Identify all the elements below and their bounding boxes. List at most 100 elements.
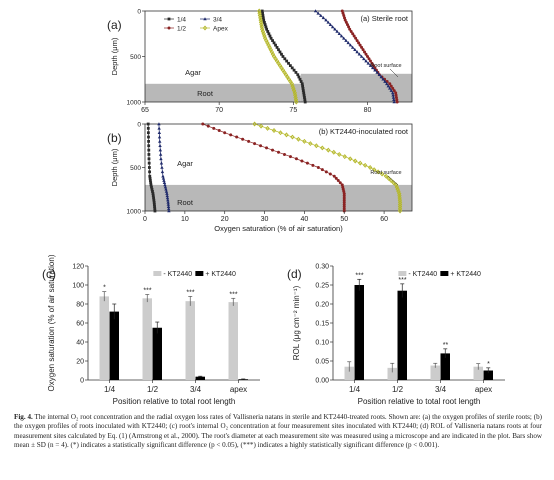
x-tick-label-b-50: 50: [340, 216, 348, 223]
x-tick-label-c-0: 1/4: [104, 385, 116, 394]
data-point-a-Apex-6: [259, 22, 264, 28]
data-point-a-1/4-28: [296, 73, 300, 77]
y-tick-label-d-0: 0.00: [315, 378, 329, 385]
data-point-a-3/4-25: [370, 66, 375, 70]
bar-c-0-3: [228, 302, 238, 380]
data-point-b-3/4-22: [165, 196, 170, 200]
data-point-b-3/4-20: [165, 191, 169, 195]
bar-c-0-2: [185, 301, 195, 380]
y-tick-label-b-1000: 1000: [127, 209, 142, 216]
data-point-a-3/4-1: [316, 11, 320, 15]
data-point-b-1/4-5: [147, 144, 151, 148]
data-point-a-Apex-3: [258, 15, 263, 21]
caption-text: The internal O₂ root concentration and t…: [14, 413, 542, 449]
data-point-b-3/4-18: [164, 187, 168, 191]
data-point-b-Apex-8: [302, 138, 307, 144]
data-point-a-3/4-17: [353, 47, 357, 51]
data-point-b-1/4-12: [148, 174, 152, 178]
data-point-b-Apex-40: [397, 208, 403, 214]
data-point-a-1/2-15: [358, 43, 362, 47]
data-point-b-3/4-14: [162, 178, 166, 182]
data-point-b-1/4-13: [148, 176, 152, 180]
panel-label-c: (c): [42, 267, 56, 281]
data-point-a-1/2-35: [392, 89, 396, 93]
data-point-b-1/4-26: [153, 205, 156, 209]
significance-c-3: ***: [229, 291, 237, 298]
y-tick-label-c-1: 20: [76, 359, 84, 366]
data-point-b-Apex-3: [271, 128, 277, 134]
data-point-b-3/4-19: [164, 189, 169, 193]
data-point-b-3/4-1: [157, 126, 161, 130]
data-point-b-3/4-28: [167, 209, 171, 213]
data-point-a-1/2-8: [348, 27, 352, 31]
data-point-a-1/4-7: [264, 25, 268, 29]
data-point-a-1/2-17: [361, 48, 365, 52]
data-point-b-1/4-7: [147, 153, 151, 156]
data-point-b-3/4-7: [158, 152, 163, 156]
y-tick-label-c-2: 40: [76, 340, 84, 347]
y-axis-label-a: Depth (μm): [110, 37, 119, 75]
data-point-b-1/2-36: [342, 200, 346, 204]
data-point-b-3/4-3: [157, 135, 162, 139]
data-point-a-1/2-2: [342, 14, 346, 18]
data-point-a-3/4-37: [391, 93, 395, 97]
data-point-b-1/4-20: [151, 192, 155, 195]
significance-d-0: ***: [355, 272, 363, 279]
x-tick-label-a-65: 65: [141, 107, 149, 114]
data-point-b-3/4-15: [162, 180, 167, 185]
y-tick-label-c-6: 120: [72, 264, 84, 271]
data-point-a-3/4-15: [348, 43, 353, 47]
data-point-a-Apex-38: [293, 94, 298, 100]
x-axis-label-b: Oxygen saturation (% of air saturation): [214, 224, 343, 233]
data-point-a-Apex-2: [257, 13, 263, 19]
legend-label-d-0: - KT2440: [408, 271, 437, 278]
data-point-b-1/2-12: [271, 148, 275, 152]
y-tick-label-b-500: 500: [130, 165, 141, 172]
legend-label-a-2: 1/2: [177, 26, 186, 33]
data-point-b-1/2-18: [305, 161, 309, 165]
data-point-b-1/4-0: [146, 122, 150, 126]
data-point-b-3/4-23: [166, 198, 170, 202]
data-point-a-1/4-21: [283, 57, 287, 61]
data-point-b-1/2-17: [300, 159, 304, 163]
y-tick-label-d-1: 0.05: [315, 359, 329, 366]
data-point-a-1/2-37: [394, 93, 398, 97]
data-point-b-1/2-6: [235, 135, 239, 139]
data-point-b-1/4-22: [152, 196, 155, 200]
data-point-b-1/2-22: [324, 170, 328, 174]
bar-d-0-3: [473, 366, 483, 380]
annotation-agar-b: Agar: [177, 159, 193, 168]
data-point-a-3/4-39: [392, 97, 396, 102]
y-tick-label-a-0: 0: [137, 9, 141, 16]
data-point-b-1/2-5: [229, 133, 233, 137]
data-point-a-Apex-7: [259, 24, 265, 30]
data-point-b-1/4-16: [149, 183, 153, 187]
data-point-b-3/4-9: [159, 161, 164, 165]
root-zone-b-0: [145, 184, 412, 211]
data-point-a-Apex-5: [258, 19, 264, 25]
data-point-b-1/4-10: [147, 166, 151, 169]
data-point-b-1/4-18: [150, 187, 154, 191]
data-point-b-Apex-10: [314, 143, 319, 149]
data-point-b-1/4-14: [148, 179, 152, 182]
y-tick-label-d-6: 0.30: [315, 264, 329, 271]
bar-c-1-3: [238, 379, 248, 380]
caption-label: Fig. 4.: [14, 413, 33, 421]
data-point-b-Apex-39: [397, 206, 403, 212]
data-point-b-3/4-24: [166, 200, 170, 204]
panel-title-b: (b) KT2440-inoculated root: [319, 127, 409, 136]
x-axis-label-d: Position relative to total root length: [358, 397, 481, 406]
significance-d-2: **: [443, 342, 449, 349]
data-point-a-1/4-18: [278, 50, 282, 54]
data-point-b-Apex-0: [252, 121, 257, 127]
data-point-b-Apex-33: [397, 193, 402, 199]
data-point-a-Apex-37: [292, 92, 298, 98]
data-point-b-1/2-8: [247, 139, 251, 143]
data-point-a-1/2-23: [370, 61, 374, 65]
data-point-a-1/4-38: [303, 96, 306, 99]
significance-c-2: ***: [186, 289, 194, 296]
data-point-a-1/4-29: [297, 75, 301, 79]
bar-d-1-1: [397, 290, 407, 380]
data-point-a-1/2-31: [385, 80, 389, 84]
data-point-b-3/4-13: [161, 176, 166, 180]
